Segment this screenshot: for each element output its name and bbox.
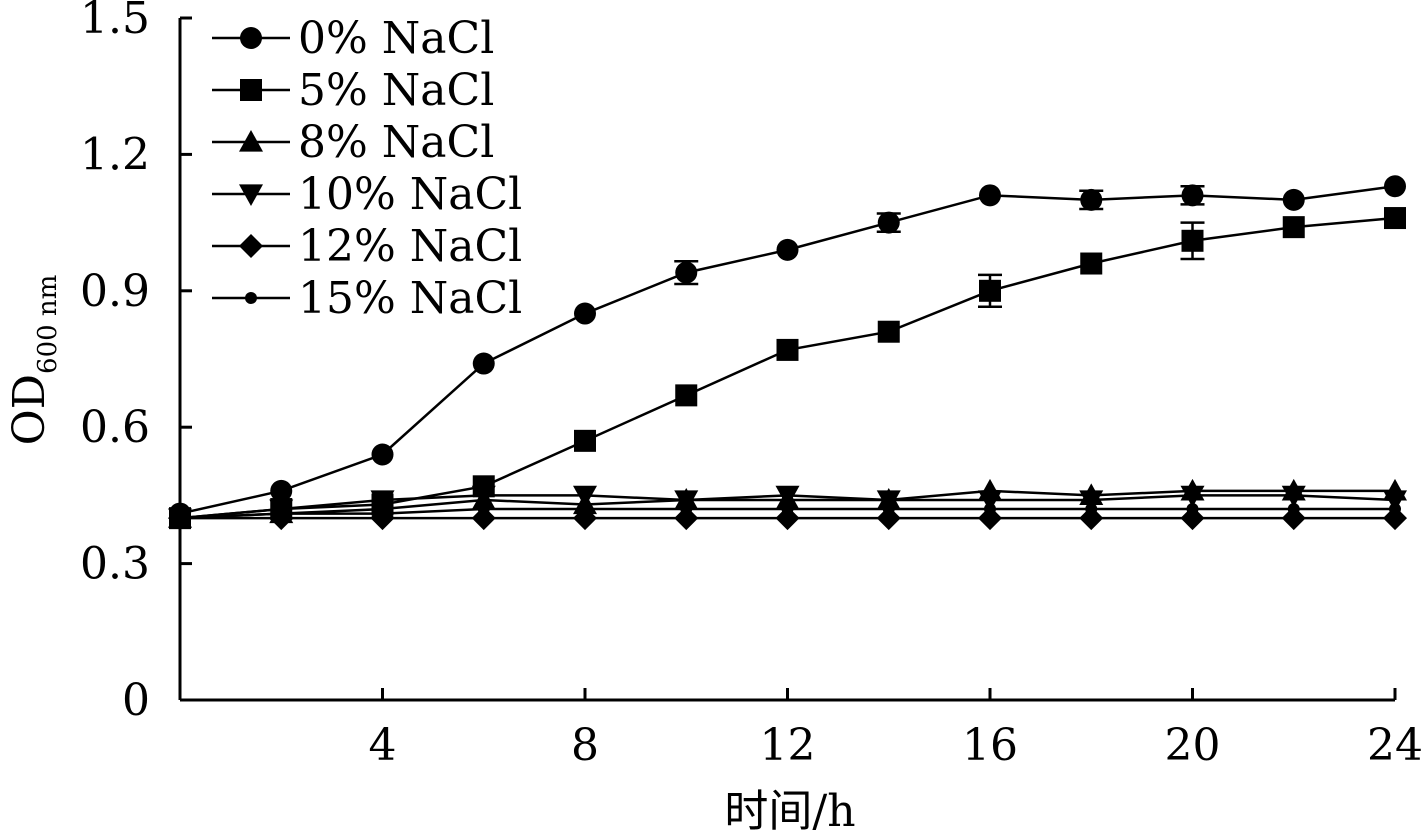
y-tick-label-3: 0.9 — [80, 266, 150, 317]
y-tick-label-4: 1.2 — [80, 129, 150, 180]
data-point-3-11 — [1281, 485, 1306, 508]
data-point-0-9 — [1080, 188, 1103, 211]
data-point-4-10 — [1180, 506, 1205, 531]
x-tick-label-20: 20 — [1165, 720, 1221, 771]
y-axis-title: OD600 nm — [4, 275, 63, 446]
y-axis-title-subscript: 600 nm — [33, 275, 63, 374]
y-tick-label-5: 1.5 — [80, 0, 150, 44]
x-tick-label-8: 8 — [571, 720, 599, 771]
data-point-5-1 — [275, 507, 288, 520]
data-point-1-10 — [1181, 229, 1204, 252]
data-point-0-3 — [472, 352, 495, 375]
legend-label-3: 10% NaCl — [298, 169, 522, 220]
data-point-0-1 — [270, 479, 293, 502]
data-point-0-8 — [979, 184, 1001, 207]
data-point-3-9 — [1079, 490, 1104, 512]
legend-marker-0 — [240, 27, 262, 49]
x-tick-label-12: 12 — [760, 720, 816, 771]
data-point-4-9 — [1079, 506, 1104, 531]
data-point-0-12 — [1384, 175, 1406, 198]
y-axis-title-main: OD — [4, 374, 55, 445]
data-point-3-5 — [674, 490, 699, 512]
y-tick-label-2: 0.6 — [80, 402, 150, 453]
data-point-3-10 — [1180, 485, 1205, 508]
data-point-5-0 — [174, 512, 186, 525]
legend-marker-1 — [240, 79, 262, 101]
data-point-5-9 — [1085, 503, 1098, 516]
data-point-4-6 — [775, 506, 800, 531]
data-point-1-7 — [877, 320, 900, 343]
error-bars — [674, 184, 1205, 308]
data-point-4-8 — [978, 506, 1002, 531]
data-point-5-8 — [984, 503, 996, 516]
data-point-5-7 — [882, 503, 895, 516]
data-point-1-6 — [776, 338, 799, 361]
legend-marker-3 — [239, 184, 263, 206]
data-point-5-2 — [376, 507, 389, 520]
x-axis-title: 时间/h — [724, 786, 855, 834]
data-point-4-4 — [573, 506, 597, 531]
ticks: 4 8 12 16 20 24 0 0.3 0.6 0.9 1.2 1.5 — [80, 0, 1423, 771]
data-point-1-11 — [1282, 216, 1305, 239]
legend-label-0: 0% NaCl — [298, 13, 494, 64]
x-tick-label-4: 4 — [369, 720, 397, 771]
series-markers — [168, 175, 1407, 531]
data-point-5-12 — [1389, 503, 1401, 516]
data-point-1-4 — [574, 429, 596, 452]
data-point-0-11 — [1282, 188, 1305, 211]
data-point-3-2 — [370, 490, 395, 512]
data-point-3-3 — [471, 485, 496, 508]
legend-label-4: 12% NaCl — [298, 221, 522, 272]
data-point-5-10 — [1186, 503, 1199, 516]
y-tick-label-1: 0.3 — [80, 539, 150, 590]
data-point-0-2 — [371, 443, 394, 466]
x-tick-label-24: 24 — [1367, 720, 1423, 771]
data-point-0-10 — [1181, 184, 1204, 207]
data-point-4-3 — [471, 506, 496, 531]
x-tick-label-16: 16 — [962, 720, 1018, 771]
data-point-4-11 — [1281, 506, 1306, 531]
data-point-0-6 — [776, 238, 799, 261]
data-point-5-3 — [477, 503, 490, 516]
data-point-3-8 — [978, 490, 1002, 512]
data-point-5-6 — [781, 503, 794, 516]
legend-label-1: 5% NaCl — [298, 65, 494, 116]
data-point-3-6 — [775, 485, 800, 508]
data-point-3-7 — [876, 490, 901, 512]
legend-label-5: 15% NaCl — [298, 273, 522, 324]
data-point-4-7 — [876, 506, 901, 531]
data-point-5-11 — [1287, 503, 1300, 516]
data-point-1-9 — [1080, 252, 1103, 275]
data-point-0-4 — [574, 302, 596, 325]
y-tick-label-0: 0 — [122, 675, 150, 726]
data-point-1-8 — [979, 279, 1001, 302]
data-point-1-12 — [1384, 207, 1406, 230]
data-point-0-7 — [877, 211, 900, 234]
data-point-5-5 — [680, 503, 693, 516]
data-point-4-5 — [674, 506, 699, 531]
data-point-4-12 — [1383, 506, 1407, 531]
legend-marker-2 — [239, 130, 263, 152]
data-point-5-4 — [579, 503, 591, 516]
data-point-3-12 — [1383, 490, 1407, 512]
legend-label-2: 8% NaCl — [298, 117, 494, 168]
data-point-0-5 — [675, 261, 698, 284]
data-point-1-5 — [675, 384, 698, 407]
legend-marker-5 — [245, 292, 257, 304]
data-point-3-4 — [573, 485, 597, 508]
legend-marker-4 — [239, 234, 263, 258]
